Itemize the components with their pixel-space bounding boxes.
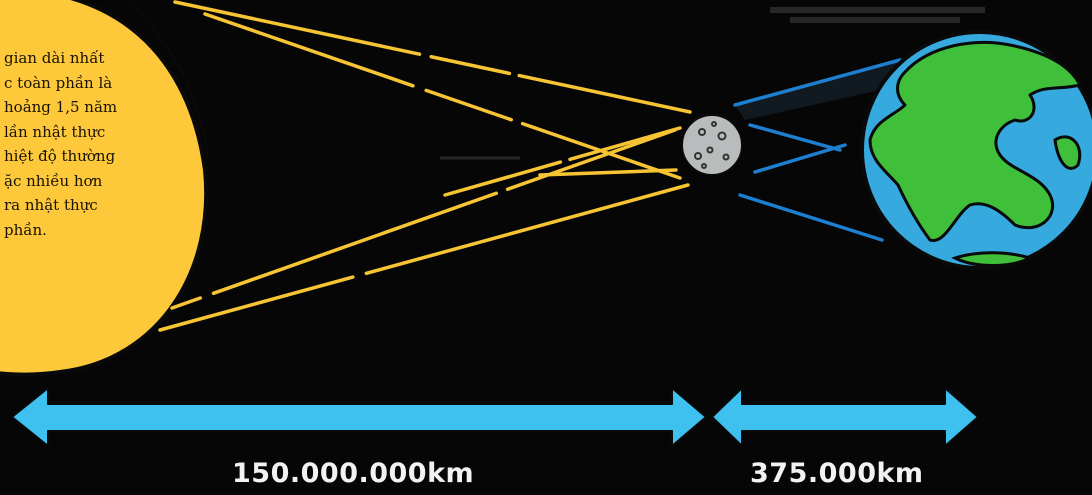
sun xyxy=(0,0,209,377)
ray-cross-2 xyxy=(538,168,678,177)
sun-text-line: c toàn phần là xyxy=(4,73,113,92)
arrow-moon-earth xyxy=(711,387,979,447)
ray-bottom-2 xyxy=(158,183,690,332)
moon-earth-distance-label: 375.000km xyxy=(750,458,924,489)
sun-text-line: ặc nhiều hơn xyxy=(4,171,103,190)
shadow-line-3 xyxy=(753,143,847,174)
sun-text-line: hiệt độ thường xyxy=(4,147,116,165)
arrow-sun-earth xyxy=(11,387,707,447)
ray-cross-1 xyxy=(443,126,682,197)
sun-text-line: lần nhật thực xyxy=(4,122,106,141)
shadow-line-1 xyxy=(733,58,902,107)
faint-lines xyxy=(440,7,985,160)
shadow-line-4 xyxy=(738,193,884,242)
sun-text-line: ra nhật thực xyxy=(4,196,98,214)
moon xyxy=(681,114,743,176)
ray-bottom-1 xyxy=(170,128,677,310)
moon-shadow xyxy=(733,58,902,242)
sun-text-line: gian dài nhất xyxy=(4,49,105,67)
ray-top-1 xyxy=(173,0,692,114)
earth xyxy=(860,30,1092,270)
sun-text-line: phần. xyxy=(4,220,47,239)
sun-info-text: gian dài nhất c toàn phần là hoảng 1,5 n… xyxy=(4,46,194,242)
sun-rays xyxy=(158,0,692,332)
sun-text-line: hoảng 1,5 năm xyxy=(4,98,118,116)
sun-earth-distance-label: 150.000.000km xyxy=(232,458,475,489)
shadow-line-2 xyxy=(748,123,842,152)
